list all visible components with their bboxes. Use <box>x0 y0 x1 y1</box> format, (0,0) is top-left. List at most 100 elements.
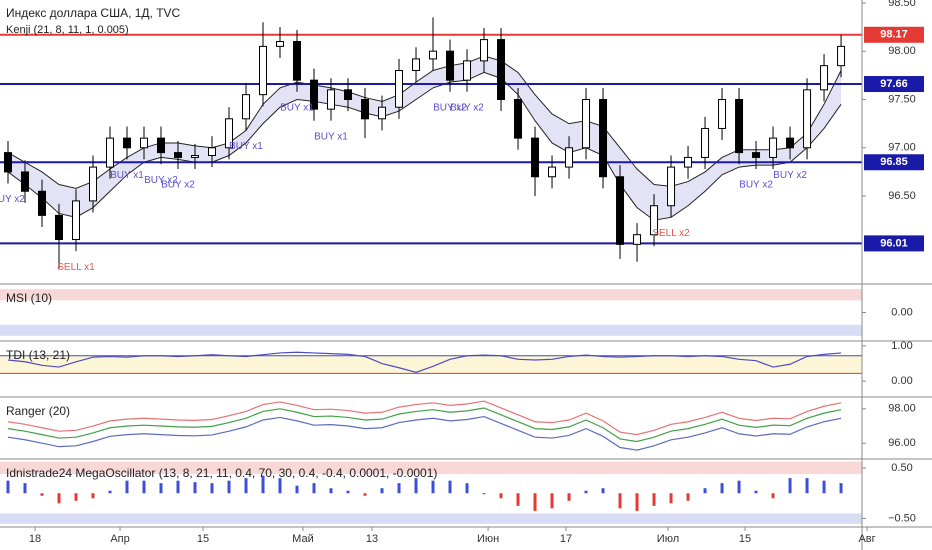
level-label: 98.17 <box>880 29 908 41</box>
candle-body <box>718 98 727 129</box>
y-tick-label: 0.50 <box>891 462 912 474</box>
level-label: 96.01 <box>880 237 908 249</box>
candle-body <box>514 98 523 139</box>
candle-body <box>157 137 166 154</box>
candle-body <box>820 65 829 91</box>
x-tick-label: 13 <box>366 533 378 545</box>
candle-body <box>293 41 302 81</box>
histogram-bar <box>431 480 435 494</box>
candle-body <box>71 200 80 241</box>
candle-body <box>37 190 46 216</box>
histogram-bar <box>754 490 758 494</box>
histogram-bar <box>74 493 78 501</box>
candle-body <box>446 50 455 81</box>
histogram-bar <box>261 475 265 494</box>
zone <box>0 324 863 336</box>
signal-label: BUY x1 <box>229 141 263 152</box>
candle-body <box>242 94 251 120</box>
histogram-bar <box>278 478 282 494</box>
signal-label: BUY x1 <box>314 131 348 142</box>
x-tick-label: 18 <box>29 533 41 545</box>
histogram-bar <box>329 488 333 494</box>
candle-body <box>803 89 812 149</box>
histogram-bar <box>108 490 112 494</box>
y-tick-label: 97.50 <box>888 93 916 105</box>
histogram-bar <box>822 480 826 494</box>
candle-body <box>769 137 778 158</box>
signal-label: BUY x2 <box>433 102 467 113</box>
zone <box>0 513 863 524</box>
indicator-line <box>7 415 842 451</box>
histogram-bar <box>193 482 197 494</box>
signal-label: BUY x1 <box>110 170 144 181</box>
candle-body <box>361 98 370 120</box>
indicator-line <box>7 407 842 443</box>
histogram-bar <box>635 493 639 511</box>
y-tick-label: 97.00 <box>888 142 916 154</box>
candle-body <box>429 50 438 60</box>
candle-body <box>327 89 336 110</box>
candle-body <box>191 155 200 158</box>
candle-body <box>88 166 97 202</box>
level-tag <box>864 76 924 93</box>
y-tick-label: −0.50 <box>888 512 916 524</box>
panel-title: Idnistrade24 MegaOscillator (13, 8, 21, … <box>6 466 437 480</box>
histogram-bar <box>40 493 44 496</box>
candle-body <box>208 147 217 157</box>
candle-body <box>837 45 846 67</box>
y-tick-label: 0.00 <box>891 306 912 318</box>
histogram-bar <box>91 493 95 499</box>
panel-title: Ranger (20) <box>6 404 70 418</box>
candle-body <box>480 39 489 62</box>
histogram-bar <box>414 478 418 494</box>
histogram-bar <box>227 480 231 494</box>
histogram-bar <box>159 483 163 494</box>
y-tick-label: 98.00 <box>888 403 916 415</box>
candle-body <box>752 152 761 158</box>
candle-body <box>463 60 472 81</box>
candle-body <box>531 137 540 178</box>
x-tick-label: 15 <box>197 533 209 545</box>
candle-body <box>310 79 319 110</box>
histogram-bar <box>788 478 792 494</box>
level-tag <box>864 154 924 171</box>
histogram-bar <box>210 483 214 494</box>
candle-body <box>565 147 574 168</box>
signal-label: BUY x2 <box>450 102 484 113</box>
x-tick-label: 17 <box>560 533 572 545</box>
histogram-bar <box>125 480 129 494</box>
candle-body <box>633 234 642 245</box>
histogram-bar <box>6 480 10 494</box>
signal-label: SELL x1 <box>57 262 95 273</box>
signal-label: BUY x2 <box>0 194 25 205</box>
y-tick-label: 98.50 <box>888 0 916 9</box>
histogram-bar <box>380 488 384 494</box>
indicator-title: Kenji (21, 8, 11, 1, 0.005) <box>6 24 129 36</box>
candle-body <box>701 127 710 158</box>
candle-body <box>225 118 234 149</box>
candle-body <box>650 205 659 236</box>
histogram-bar <box>57 493 61 504</box>
signal-label: BUY x2 <box>144 175 178 186</box>
histogram-bar <box>295 485 299 494</box>
candle-body <box>259 45 268 96</box>
histogram-bar <box>669 493 673 504</box>
candle-body <box>54 214 63 241</box>
candle-body <box>20 171 29 192</box>
histogram-bar <box>142 480 146 494</box>
panel-title: MSI (10) <box>6 291 52 305</box>
histogram-bar <box>363 493 367 496</box>
histogram-bar <box>652 493 656 506</box>
candle-body <box>412 58 421 72</box>
x-tick-label: Июн <box>477 533 499 545</box>
x-tick-label: Авг <box>858 533 875 545</box>
candle-body <box>582 98 591 149</box>
histogram-bar <box>397 483 401 494</box>
histogram-bar <box>601 488 605 494</box>
level-label: 96.85 <box>880 156 908 168</box>
candle-body <box>786 137 795 149</box>
candle-body <box>139 137 148 149</box>
signal-label: BUY x1 <box>280 102 314 113</box>
candle-body <box>735 98 744 154</box>
